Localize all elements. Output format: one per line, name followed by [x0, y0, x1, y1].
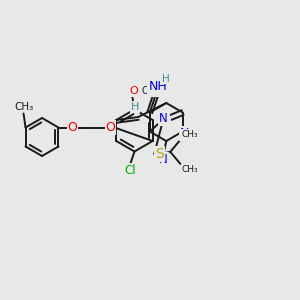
Text: N: N — [159, 112, 168, 125]
Text: O: O — [159, 111, 169, 124]
Text: N: N — [159, 153, 168, 166]
Text: CH₃: CH₃ — [142, 86, 160, 97]
Text: O: O — [129, 86, 138, 97]
Text: O: O — [106, 121, 116, 134]
Text: H: H — [131, 102, 140, 112]
Text: CH₃: CH₃ — [14, 101, 33, 112]
Text: Cl: Cl — [124, 164, 136, 177]
Text: CH₃: CH₃ — [181, 165, 198, 174]
Text: NH: NH — [148, 80, 167, 93]
Text: N: N — [180, 127, 189, 140]
Text: CH₃: CH₃ — [181, 130, 198, 139]
Text: S: S — [155, 147, 164, 161]
Text: O: O — [68, 121, 77, 134]
Text: H: H — [162, 74, 170, 83]
